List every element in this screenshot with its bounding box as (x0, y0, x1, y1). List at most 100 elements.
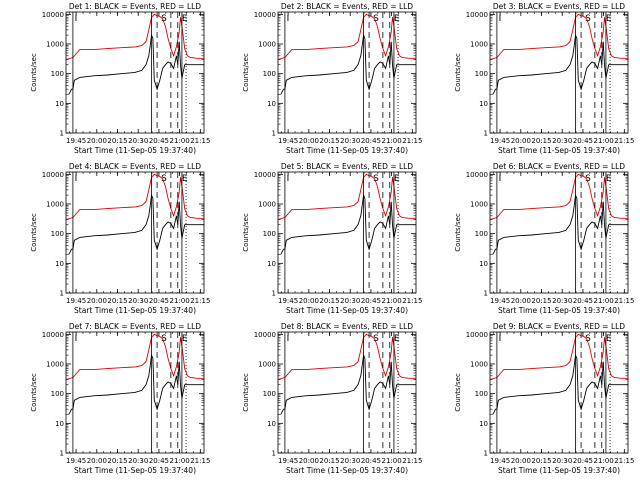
x-tick-label: 21:15 (614, 137, 634, 145)
x-tick-label: 21:15 (402, 297, 422, 305)
x-tick-label: 20:30 (128, 137, 148, 145)
y-tick-label: 1 (484, 450, 488, 458)
x-axis-label: Start Time (11-Sep-05 19:37:40) (286, 306, 408, 315)
marker-label: S (585, 334, 591, 344)
marker-label: S (161, 14, 167, 24)
x-tick-label: 21:00 (382, 137, 402, 145)
y-axis-label: Counts/sec (30, 373, 38, 412)
marker-label: E (182, 174, 188, 184)
y-tick-label: 10 (479, 260, 488, 268)
panel-det-3: Det 3: BLACK = Events, RED = LLD I S E 1 10 10… (454, 2, 634, 155)
x-tick-label: 20:00 (511, 137, 531, 145)
x-tick-label: 20:15 (531, 137, 551, 145)
marker-label: S (373, 334, 379, 344)
x-tick-label: 20:15 (531, 457, 551, 465)
panel-title: Det 5: BLACK = Events, RED = LLD (281, 162, 413, 171)
x-tick-label: 20:30 (340, 457, 360, 465)
x-tick-label: 20:30 (552, 137, 572, 145)
plot-area (66, 332, 204, 453)
y-tick-label: 1000 (258, 201, 276, 209)
plot-area (278, 172, 416, 293)
plot-area (490, 332, 628, 453)
x-tick-label: 21:00 (382, 297, 402, 305)
y-axis-label: Counts/sec (454, 373, 462, 412)
lld-series-line (66, 333, 204, 380)
y-axis-label: Counts/sec (454, 53, 462, 92)
y-tick-label: 1 (60, 130, 64, 138)
y-tick-label: 10 (267, 100, 276, 108)
y-tick-label: 100 (51, 230, 64, 238)
plot-frame (65, 11, 205, 134)
x-tick-label: 19:45 (490, 457, 510, 465)
x-tick-label: 19:45 (66, 297, 86, 305)
x-tick-label: 20:30 (552, 297, 572, 305)
y-tick-label: 1 (272, 130, 276, 138)
x-tick-label: 20:00 (87, 457, 107, 465)
x-tick-label: 19:45 (278, 137, 298, 145)
marker-label: I (287, 14, 290, 24)
panel-det-9: Det 9: BLACK = Events, RED = LLD I S E 1 10 10… (454, 322, 634, 475)
x-axis-label: Start Time (11-Sep-05 19:37:40) (74, 146, 196, 155)
lld-series-line (490, 173, 628, 220)
x-tick-label: 20:00 (511, 457, 531, 465)
x-tick-label: 20:45 (149, 297, 169, 305)
x-tick-label: 20:45 (361, 137, 381, 145)
marker-label: E (182, 14, 188, 24)
y-axis-label: Counts/sec (242, 53, 250, 92)
x-tick-label: 20:30 (552, 457, 572, 465)
y-tick-label: 1 (484, 290, 488, 298)
marker-label: S (161, 174, 167, 184)
x-axis-label: Start Time (11-Sep-05 19:37:40) (498, 466, 620, 475)
plot-area (490, 172, 628, 293)
events-series-line (68, 354, 204, 415)
events-series-line (280, 34, 416, 95)
plot-area (278, 12, 416, 133)
x-tick-label: 20:15 (107, 297, 127, 305)
marker-label: S (585, 174, 591, 184)
plot-area (66, 12, 204, 133)
y-tick-label: 10000 (466, 331, 488, 339)
panel-title: Det 6: BLACK = Events, RED = LLD (493, 162, 625, 171)
plot-area (66, 172, 204, 293)
panel-title: Det 7: BLACK = Events, RED = LLD (69, 322, 201, 331)
panel-title: Det 4: BLACK = Events, RED = LLD (69, 162, 201, 171)
y-axis-label: Counts/sec (454, 213, 462, 252)
x-tick-label: 20:45 (573, 297, 593, 305)
x-tick-label: 20:30 (128, 297, 148, 305)
y-tick-label: 10 (479, 100, 488, 108)
y-tick-label: 1000 (258, 361, 276, 369)
x-axis-label: Start Time (11-Sep-05 19:37:40) (286, 146, 408, 155)
plot-frame (277, 171, 417, 294)
x-axis-label: Start Time (11-Sep-05 19:37:40) (498, 146, 620, 155)
y-tick-label: 1000 (258, 41, 276, 49)
events-series-line (492, 34, 628, 95)
panel-title: Det 3: BLACK = Events, RED = LLD (493, 2, 625, 11)
x-tick-label: 20:00 (87, 297, 107, 305)
x-tick-label: 19:45 (66, 137, 86, 145)
x-tick-label: 21:15 (402, 457, 422, 465)
x-tick-label: 20:00 (299, 297, 319, 305)
x-tick-label: 20:45 (149, 137, 169, 145)
marker-label: I (287, 174, 290, 184)
marker-label: I (287, 334, 290, 344)
panel-title: Det 2: BLACK = Events, RED = LLD (281, 2, 413, 11)
plot-area (278, 332, 416, 453)
x-tick-label: 20:45 (573, 457, 593, 465)
panel-title: Det 1: BLACK = Events, RED = LLD (69, 2, 201, 11)
x-tick-label: 21:15 (190, 297, 210, 305)
y-tick-label: 10000 (42, 11, 64, 19)
y-tick-label: 1000 (46, 361, 64, 369)
panel-det-1: Det 1: BLACK = Events, RED = LLD I S E 1 10 10… (30, 2, 210, 155)
lld-series-line (490, 13, 628, 60)
x-axis-label: Start Time (11-Sep-05 19:37:40) (286, 466, 408, 475)
x-axis-label: Start Time (11-Sep-05 19:37:40) (74, 466, 196, 475)
x-tick-label: 21:00 (382, 457, 402, 465)
y-tick-label: 1000 (46, 201, 64, 209)
y-tick-label: 100 (263, 70, 276, 78)
marker-label: E (182, 334, 188, 344)
x-tick-label: 19:45 (490, 297, 510, 305)
y-tick-label: 10000 (254, 11, 276, 19)
panel-det-7: Det 7: BLACK = Events, RED = LLD I S E 1 10 10… (30, 322, 210, 475)
panel-det-2: Det 2: BLACK = Events, RED = LLD I S E 1 10 10… (242, 2, 422, 155)
